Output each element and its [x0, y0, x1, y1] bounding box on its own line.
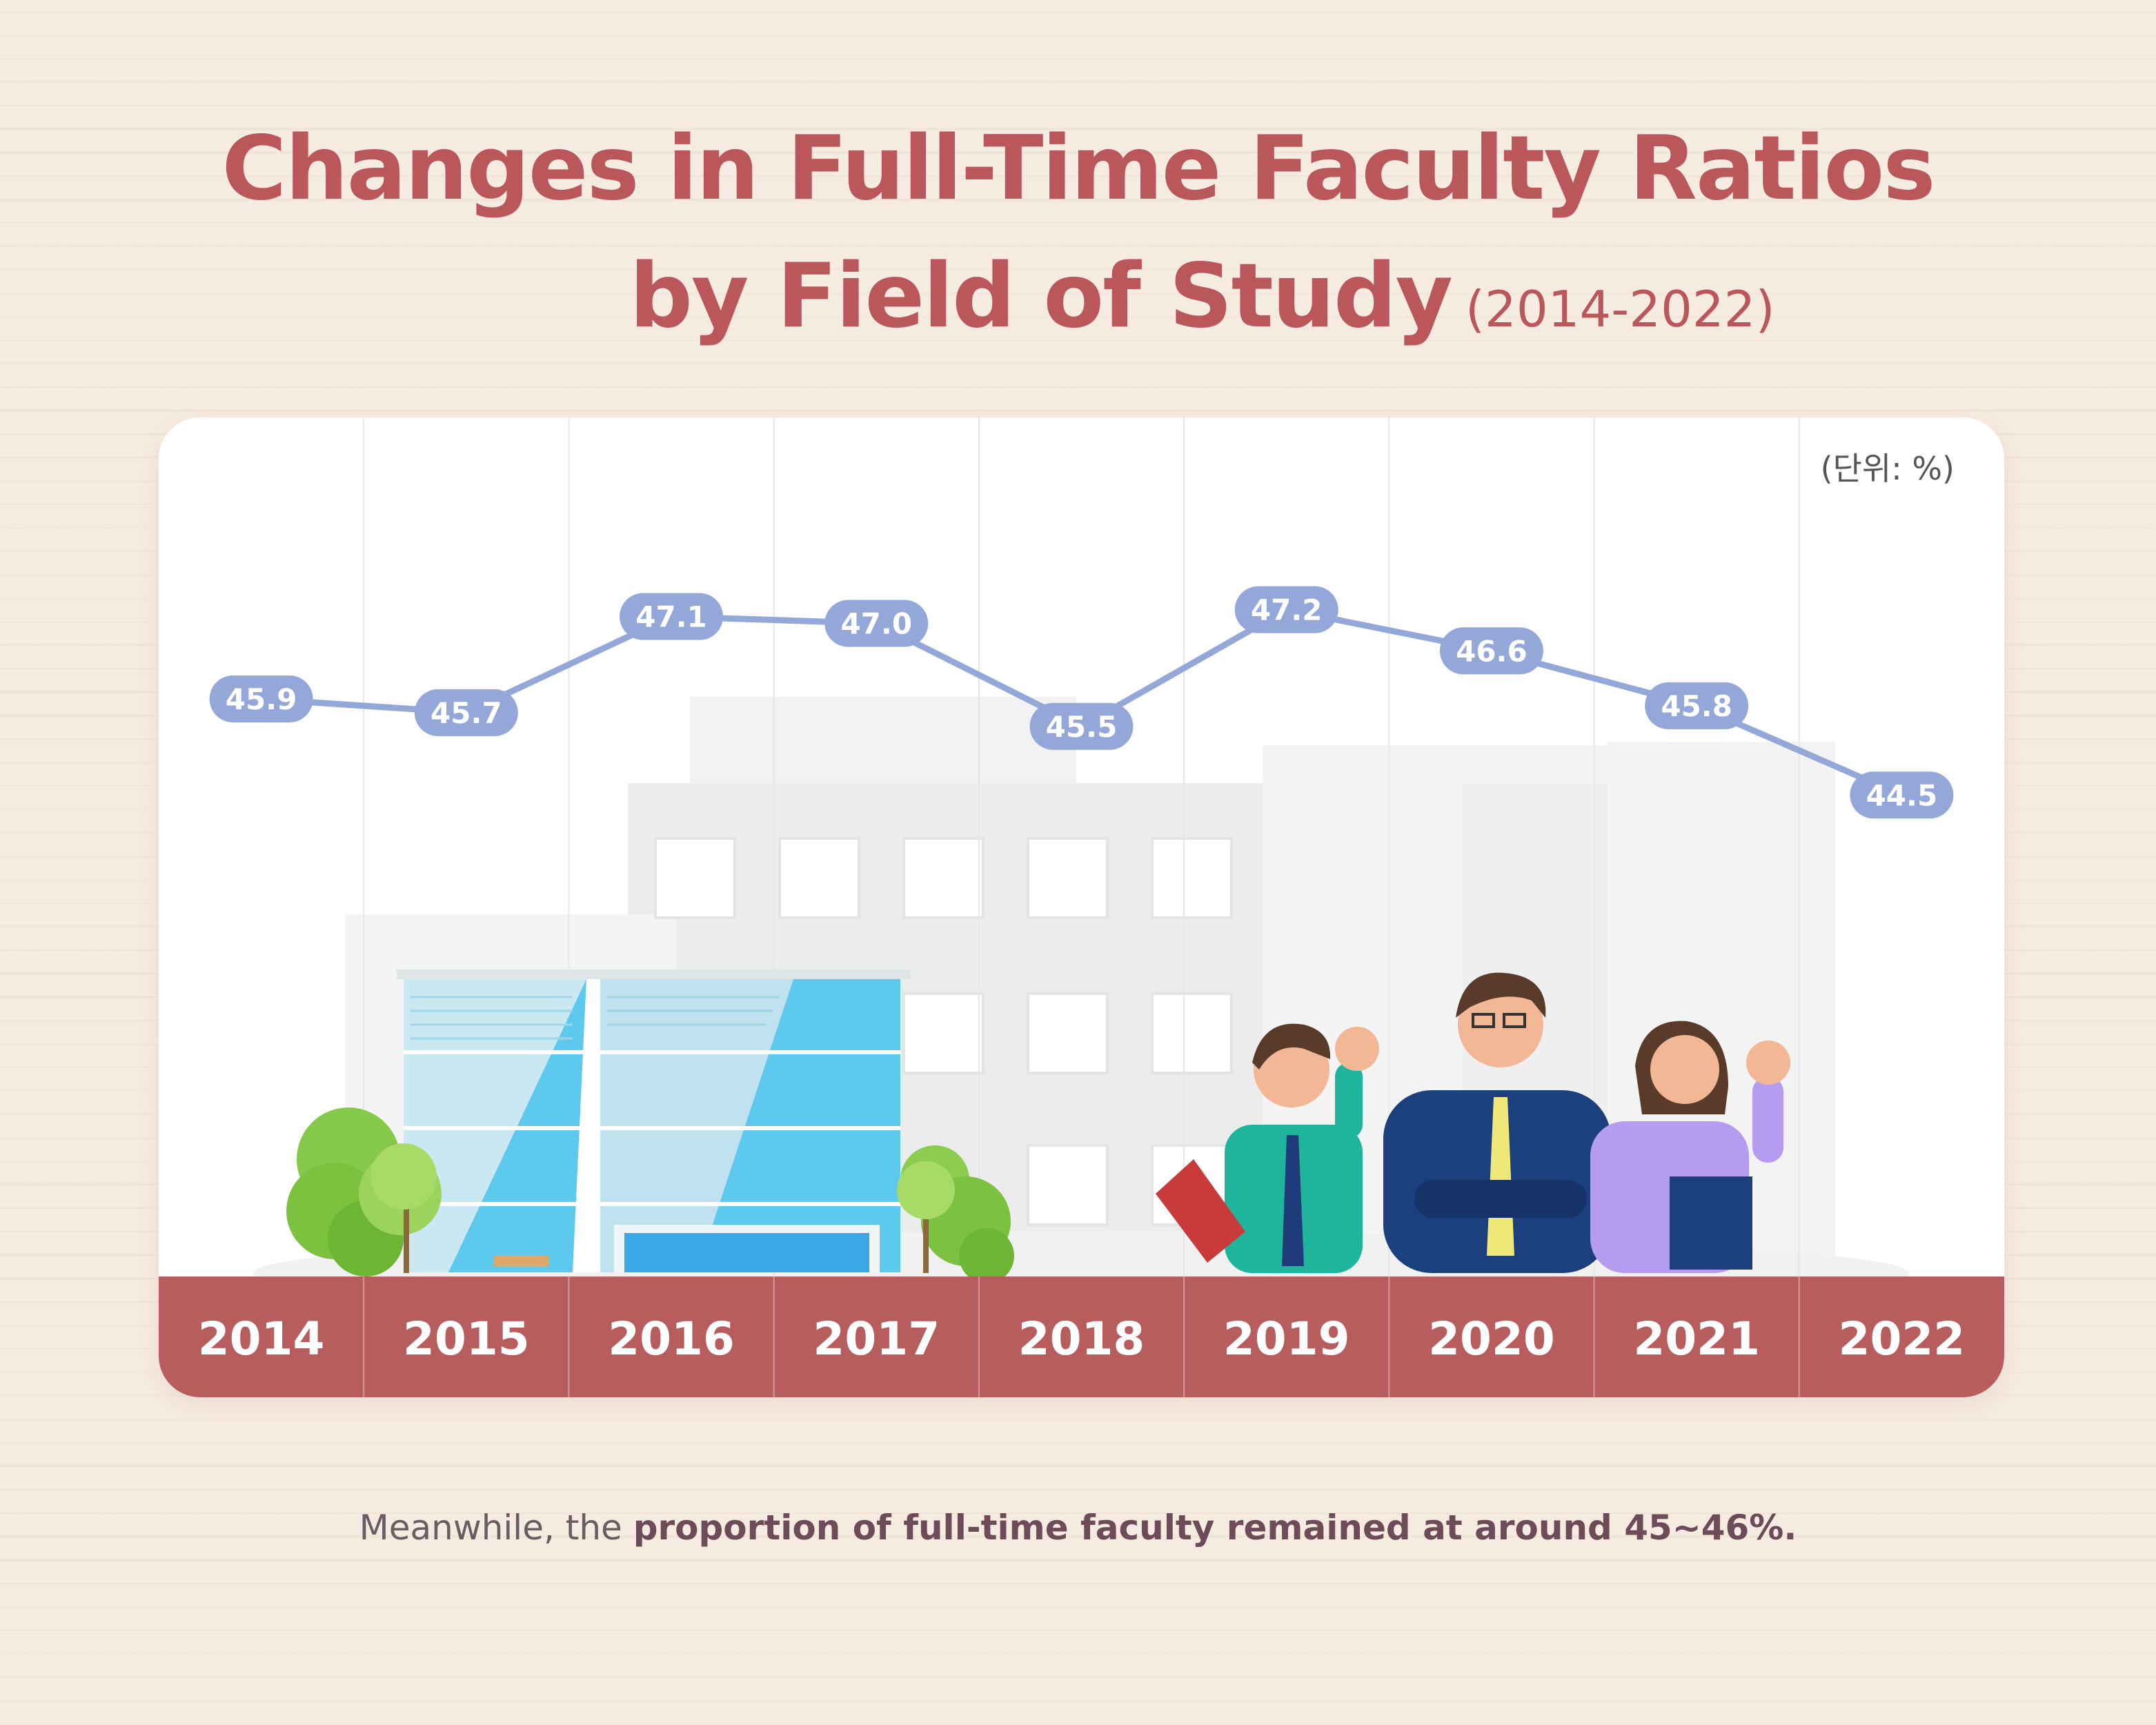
footer-bold: proportion of full-time faculty remained…	[633, 1508, 1797, 1548]
people-illustration	[1156, 972, 1790, 1273]
data-point-marker	[620, 593, 724, 640]
chart-title-line2: by Field of Study (2014-2022)	[124, 245, 2156, 348]
data-label: 45.8	[1661, 689, 1732, 723]
footer-caption: Meanwhile, the proportion of full-time f…	[0, 1508, 2156, 1548]
data-point: 45.5	[1029, 702, 1134, 750]
data-label: 46.6	[1456, 634, 1527, 668]
year-separators	[363, 1276, 1800, 1397]
data-label: 45.7	[431, 696, 502, 730]
data-label: 45.5	[1046, 710, 1118, 744]
data-point-marker	[1850, 771, 1954, 819]
year-axis-bar	[159, 1276, 2004, 1397]
data-point-marker	[1439, 627, 1543, 675]
x-tick-label: 2015	[403, 1312, 530, 1366]
x-tick-label: 2022	[1839, 1312, 1966, 1366]
data-point-marker	[1234, 586, 1338, 633]
data-point: 47.2	[1234, 586, 1338, 633]
chart-title-line1: Changes in Full-Time Faculty Ratios	[221, 117, 1936, 220]
data-label: 45.9	[226, 682, 297, 716]
data-point-marker	[1029, 702, 1134, 750]
x-tick-label: 2018	[1018, 1312, 1145, 1366]
data-point: 44.5	[1850, 771, 1954, 819]
trees-illustration	[286, 1107, 1014, 1283]
footer-prefix: Meanwhile, the	[359, 1508, 633, 1548]
data-point: 45.9	[209, 675, 313, 722]
data-point: 45.7	[414, 689, 518, 736]
data-point-marker	[414, 689, 518, 736]
chart-card: 2014 2015 2016 2017 2018 2019 2020 2021 2022 45.…	[159, 417, 2004, 1397]
x-tick-label: 2016	[608, 1312, 735, 1366]
x-tick-label: 2017	[813, 1312, 940, 1366]
data-point-marker	[1645, 682, 1749, 729]
glass-building-illustration	[397, 969, 911, 1272]
data-point-marker	[209, 675, 313, 722]
data-point: 46.6	[1439, 627, 1543, 675]
data-label: 47.0	[840, 607, 912, 641]
data-point: 45.8	[1645, 682, 1749, 729]
chart-title-field: by Field of Study	[629, 245, 1453, 348]
data-point-marker	[824, 600, 929, 647]
x-tick-label: 2014	[198, 1312, 325, 1366]
data-point: 47.0	[824, 600, 929, 647]
data-label: 47.2	[1251, 593, 1323, 627]
chart-title-period: (2014-2022)	[1465, 280, 1775, 338]
data-label: 47.1	[635, 600, 707, 634]
data-labels: 45.9 45.7 47.1 47.0 45.5 47.2 46.6 45.8 44.5	[209, 586, 1954, 819]
x-tick-label: 2020	[1428, 1312, 1555, 1366]
data-label: 44.5	[1866, 778, 1938, 812]
x-axis-labels: 2014 2015 2016 2017 2018 2019 2020 2021 2022	[198, 1312, 1965, 1366]
x-tick-label: 2021	[1633, 1312, 1760, 1366]
x-tick-label: 2019	[1223, 1312, 1350, 1366]
data-point: 47.1	[620, 593, 724, 640]
unit-label: (단위: %)	[1820, 450, 1955, 487]
line-chart: 2014 2015 2016 2017 2018 2019 2020 2021 2022 45.…	[159, 417, 2004, 1397]
